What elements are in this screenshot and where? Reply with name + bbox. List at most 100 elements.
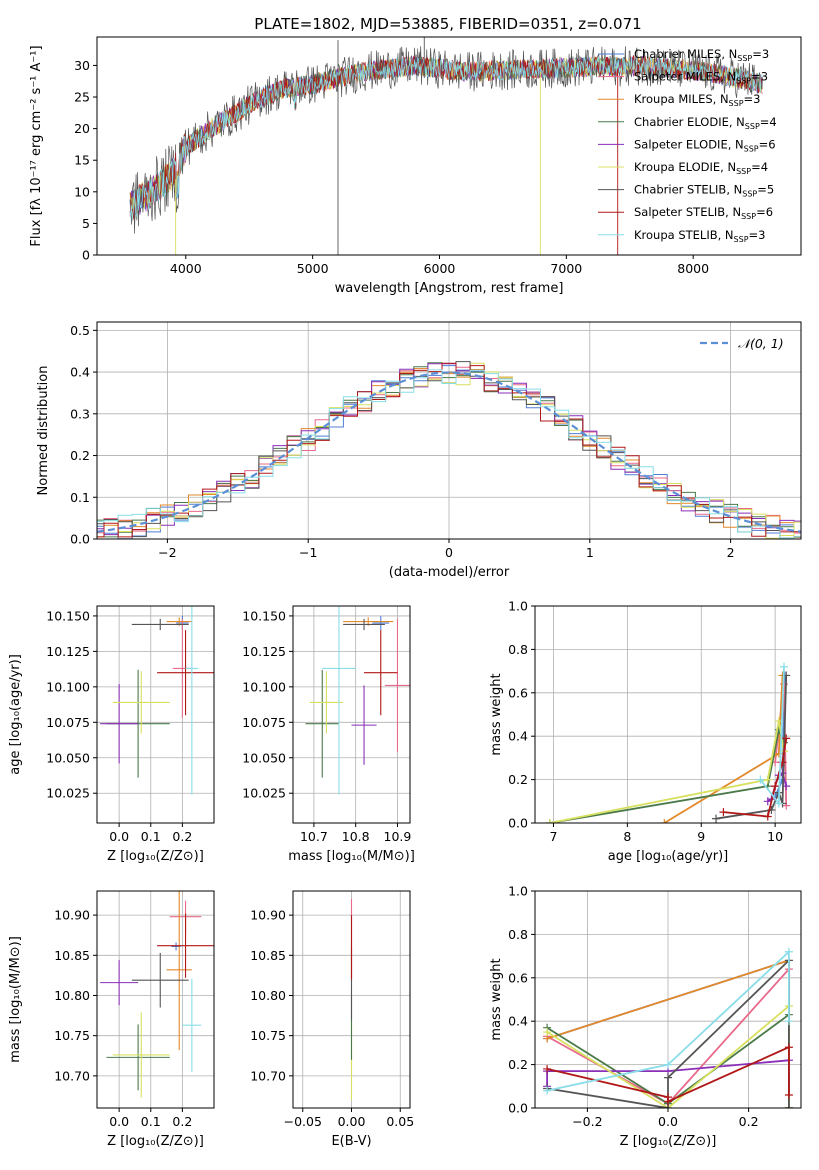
- legend-entry: Salpeter MILES, NSSP=3: [634, 70, 768, 86]
- y-tick-label: 10.025: [242, 786, 286, 801]
- x-tick-label: −0.05: [284, 1114, 322, 1129]
- y-tick-label: 10.100: [46, 679, 90, 694]
- plot-area: [100, 606, 214, 795]
- weight-marker-kroupa_stelib: [784, 947, 793, 956]
- axes-frame: [96, 890, 215, 1109]
- legend-entry: 𝒩(0, 1): [738, 336, 784, 351]
- y-tick-label: 10.025: [46, 786, 90, 801]
- y-tick-label: 20: [74, 121, 90, 136]
- axes-frame: [292, 890, 411, 1109]
- x-tick-label: 0.0: [109, 1114, 129, 1129]
- y-tick-label: 15: [74, 153, 90, 168]
- x-axis-label: age [log₁₀(age/yr)]: [608, 849, 729, 864]
- legend-entry: Chabrier ELODIE, NSSP=4: [634, 115, 777, 131]
- y-tick-label: 0.6: [508, 685, 528, 700]
- legend-entry: Chabrier MILES, NSSP=3: [634, 47, 769, 63]
- y-tick-label: 10.85: [250, 948, 286, 963]
- y-tick-label: 10.90: [54, 908, 90, 923]
- y-tick-label: 0.4: [70, 365, 90, 380]
- y-tick-label: 0.8: [508, 927, 528, 942]
- y-axis-label: mass weight: [489, 958, 504, 1040]
- x-tick-label: 5000: [297, 261, 329, 276]
- y-tick-label: 0.4: [508, 729, 528, 744]
- weight-marker-kroupa_elodie: [545, 819, 554, 823]
- y-tick-label: 10: [74, 184, 90, 199]
- y-tick-label: 0.0: [70, 532, 90, 547]
- panel-mass-z: 0.0 0.1 0.2 10.70 10.75 10.80 10.85 10.90 Z [log…: [8, 890, 215, 1149]
- y-tick-label: 0.2: [70, 448, 90, 463]
- weight-marker-kroupa_elodie: [543, 1028, 552, 1037]
- x-tick-label: 7000: [550, 261, 582, 276]
- normal-curve: [97, 371, 801, 533]
- x-tick-label: 0.1: [141, 829, 161, 844]
- x-tick-label: 0.05: [386, 1114, 414, 1129]
- y-axis-label: Normed distribution: [36, 366, 51, 496]
- x-tick-label: 0: [445, 545, 453, 560]
- weight-marker-kroupa_stelib: [780, 662, 789, 671]
- y-tick-label: 10.075: [46, 715, 90, 730]
- weight-marker-kroupa_miles: [660, 819, 669, 823]
- y-tick-label: 0.5: [70, 323, 90, 338]
- panel-weight-age: 7 8 9 10 0.0 0.2 0.4 0.6 0.8 1.0 age [log₁₀(age/yr…: [489, 599, 802, 864]
- histogram-kroupa_elodie: [97, 362, 801, 539]
- y-tick-label: 0.6: [508, 970, 528, 985]
- plot-area: [97, 361, 801, 539]
- x-tick-label: 0.2: [739, 1114, 759, 1129]
- y-tick-label: 10.70: [54, 1068, 90, 1083]
- y-axis-label: age [log₁₀(age/yr)]: [8, 654, 23, 775]
- y-tick-label: 10.050: [46, 750, 90, 765]
- legend-entry: Kroupa STELIB, NSSP=3: [634, 228, 765, 244]
- y-tick-label: 1.0: [508, 599, 528, 614]
- plot-area: [100, 891, 214, 1098]
- x-tick-label: −0.2: [572, 1114, 602, 1129]
- y-tick-label: 10.150: [46, 608, 90, 623]
- x-tick-label: 0.1: [141, 1114, 161, 1129]
- y-tick-label: 0.8: [508, 642, 528, 657]
- weight-line-salpeter_elodie: [546, 1059, 789, 1087]
- plot-area: [543, 947, 793, 1108]
- y-tick-label: 10.150: [242, 608, 286, 623]
- y-tick-label: 10.70: [250, 1068, 286, 1083]
- x-tick-label: 7: [549, 829, 557, 844]
- x-axis-label: wavelength [Angstrom, rest frame]: [335, 281, 564, 296]
- weight-marker-salpeter_stelib: [784, 1090, 793, 1099]
- plot-area: [305, 606, 410, 795]
- y-tick-label: 0.2: [508, 1057, 528, 1072]
- axes-frame: [534, 605, 802, 824]
- x-axis-label: Z [log₁₀(Z/Z⊙)]: [107, 1134, 204, 1149]
- x-tick-label: 2: [727, 545, 735, 560]
- weight-marker-chabrier_stelib: [712, 814, 721, 823]
- panel-mass-ebv: −0.05 0.00 0.05 10.70 10.75 10.80 10.85 10.90 E(…: [250, 890, 414, 1149]
- spectrum-line-kroupa_stelib: [129, 56, 763, 222]
- y-tick-label: 10.80: [250, 988, 286, 1003]
- x-tick-label: 0.0: [109, 829, 129, 844]
- histogram-chabrier_elodie: [97, 362, 801, 538]
- weight-marker-kroupa_stelib: [784, 1017, 793, 1026]
- panel-spectrum: 4000 5000 6000 7000 8000 0 5 10 15 20 25 30 waveleng…: [29, 36, 802, 296]
- y-tick-label: 30: [74, 58, 90, 73]
- x-tick-label: 0.2: [172, 1114, 192, 1129]
- y-tick-label: 10.075: [242, 715, 286, 730]
- y-tick-label: 0.4: [508, 1014, 528, 1029]
- legend-entry: Kroupa ELODIE, NSSP=4: [634, 160, 768, 176]
- y-tick-label: 0.3: [70, 406, 90, 421]
- axes-frame: [96, 605, 215, 824]
- weight-marker-kroupa_stelib: [543, 1086, 552, 1095]
- weight-marker-kroupa_elodie: [763, 775, 772, 784]
- y-tick-label: 10.125: [242, 644, 286, 659]
- y-tick-label: 0.0: [508, 1101, 528, 1116]
- histogram-chabrier_miles: [97, 365, 801, 539]
- y-tick-label: 10.85: [54, 948, 90, 963]
- weight-line-chabrier_elodie: [549, 726, 785, 823]
- plot-area: [129, 37, 763, 255]
- y-tick-label: 10.90: [250, 908, 286, 923]
- legend-entry: Chabrier STELIB, NSSP=5: [634, 183, 774, 199]
- weight-marker-chabrier_stelib: [784, 1104, 793, 1108]
- x-tick-label: 0.0: [658, 1114, 678, 1129]
- y-tick-label: 5: [82, 216, 90, 231]
- panel-weight-z: −0.2 0.0 0.2 0.0 0.2 0.4 0.6 0.8 1.0 Z [log₁₀(Z/Z…: [489, 884, 802, 1149]
- y-tick-label: 10.75: [250, 1028, 286, 1043]
- x-tick-label: −1: [299, 545, 317, 560]
- weight-marker-kroupa_stelib: [664, 1060, 672, 1069]
